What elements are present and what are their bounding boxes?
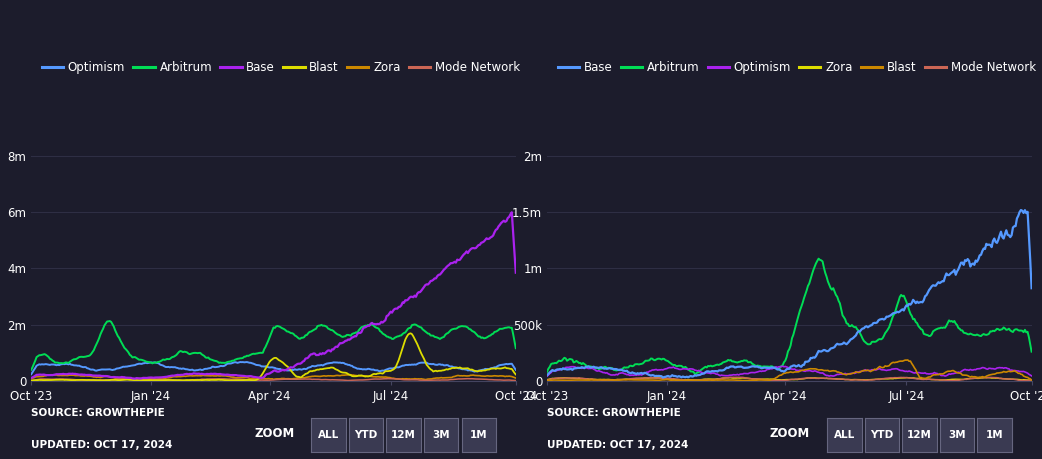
Text: 1M: 1M (470, 430, 488, 440)
Text: 3M: 3M (432, 430, 450, 440)
Text: ALL: ALL (318, 430, 340, 440)
Text: 12M: 12M (907, 430, 932, 440)
Text: YTD: YTD (354, 430, 378, 440)
Text: SOURCE: GROWTHEPIE: SOURCE: GROWTHEPIE (547, 408, 680, 418)
Text: UPDATED: OCT 17, 2024: UPDATED: OCT 17, 2024 (547, 440, 689, 450)
Text: ZOOM: ZOOM (254, 427, 295, 440)
Legend: Optimism, Arbitrum, Base, Blast, Zora, Mode Network: Optimism, Arbitrum, Base, Blast, Zora, M… (38, 56, 524, 79)
Text: ZOOM: ZOOM (770, 427, 811, 440)
Text: 1M: 1M (986, 430, 1003, 440)
Text: 12M: 12M (391, 430, 416, 440)
Text: SOURCE: GROWTHEPIE: SOURCE: GROWTHEPIE (31, 408, 165, 418)
Text: ALL: ALL (834, 430, 855, 440)
Legend: Base, Arbitrum, Optimism, Zora, Blast, Mode Network: Base, Arbitrum, Optimism, Zora, Blast, M… (553, 56, 1040, 79)
Text: UPDATED: OCT 17, 2024: UPDATED: OCT 17, 2024 (31, 440, 173, 450)
Text: 3M: 3M (948, 430, 966, 440)
Text: YTD: YTD (870, 430, 894, 440)
